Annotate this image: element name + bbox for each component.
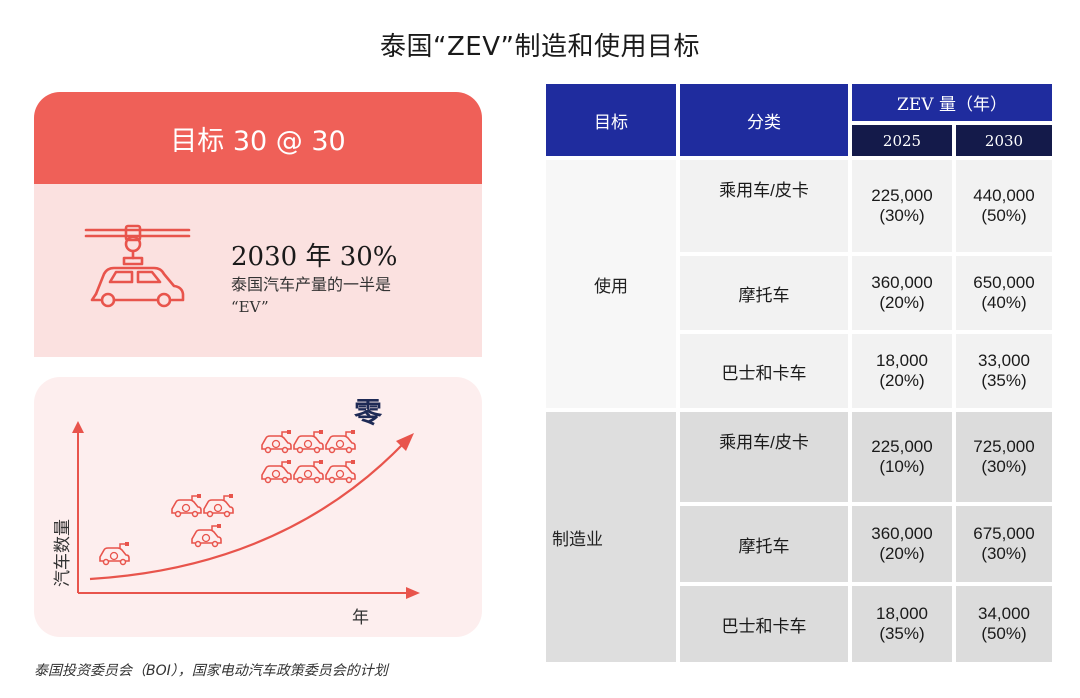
value-cell-2030: 440,000 (50%): [956, 160, 1052, 252]
header-zev-volume: ZEV 量（年）: [852, 84, 1052, 122]
percent-text: (35%): [879, 624, 925, 643]
value-text: 650,000: [973, 273, 1035, 292]
value-cell-2025: 225,000 (30%): [852, 160, 952, 252]
goal-sub-line2: “EV”: [231, 298, 269, 316]
x-axis-label: 年: [352, 608, 369, 628]
value-text: 675,000: [973, 524, 1035, 543]
goal-card: 目标 30 @ 30 2030 年 30% 泰国汽车产量的一半是 “E: [34, 92, 482, 357]
robot-arm-car-icon: [84, 224, 191, 308]
percent-text: (30%): [879, 206, 925, 225]
value-text: 440,000: [973, 186, 1035, 205]
value-text: 18,000: [876, 604, 928, 623]
percent-text: (20%): [879, 293, 925, 312]
percent-text: (35%): [981, 371, 1027, 390]
category-cell: 乘用车/皮卡: [680, 160, 848, 252]
table-row: 摩托车 360,000 (20%) 650,000 (40%): [546, 256, 1052, 330]
goal-sub-line1: 泰国汽车产量的一半是: [231, 275, 392, 294]
value-text: 225,000: [871, 186, 933, 205]
percent-text: (10%): [879, 457, 925, 476]
category-cell: 乘用车/皮卡: [680, 412, 848, 502]
value-cell-2025: 225,000 (10%): [852, 412, 952, 502]
percent-text: (50%): [981, 206, 1027, 225]
value-text: 33,000: [978, 351, 1030, 370]
table-row: 摩托车 360,000 (20%) 675,000 (30%): [546, 506, 1052, 582]
value-text: 360,000: [871, 524, 933, 543]
header-year-2030: 2030: [956, 125, 1052, 156]
goal-sub-text: 泰国汽车产量的一半是 “EV”: [231, 274, 391, 318]
percent-text: (30%): [981, 457, 1027, 476]
value-text: 34,000: [978, 604, 1030, 623]
value-cell-2025: 18,000 (35%): [852, 586, 952, 662]
group-label-use: 使用: [546, 160, 676, 408]
value-cell-2030: 675,000 (30%): [956, 506, 1052, 582]
header-target: 目标: [546, 84, 676, 156]
page-title: 泰国“ZEV”制造和使用目标: [380, 32, 700, 62]
table-row: 制造业 乘用车/皮卡 225,000 (10%) 725,000 (30%): [546, 412, 1052, 662]
value-text: 225,000: [871, 437, 933, 456]
percent-text: (20%): [879, 544, 925, 563]
y-axis-label: 汽车数量: [53, 519, 73, 587]
value-text: 360,000: [871, 273, 933, 292]
value-cell-2030: 725,000 (30%): [956, 412, 1052, 502]
growth-arrow-icon: [72, 421, 420, 599]
group-label-manufacturing: 制造业: [546, 412, 676, 662]
value-cell-2030: 33,000 (35%): [956, 334, 1052, 408]
table-row: 巴士和卡车 18,000 (35%) 34,000 (50%): [546, 586, 1052, 662]
category-cell: 摩托车: [680, 256, 848, 330]
header-category: 分类: [680, 84, 848, 156]
value-text: 725,000: [973, 437, 1035, 456]
category-cell: 摩托车: [680, 506, 848, 582]
goal-header: 目标 30 @ 30: [34, 92, 482, 184]
value-cell-2030: 34,000 (50%): [956, 586, 1052, 662]
category-cell: 巴士和卡车: [680, 334, 848, 408]
goal-big-text: 2030 年 30%: [231, 242, 398, 272]
table-row: 巴士和卡车 18,000 (20%) 33,000 (35%): [546, 334, 1052, 408]
percent-text: (20%): [879, 371, 925, 390]
value-cell-2025: 360,000 (20%): [852, 506, 952, 582]
zev-target-table: 目标 分类 ZEV 量（年） 2025 2030 使用 乘用车/皮卡 225,0…: [542, 80, 1056, 666]
source-footnote: 泰国投资委员会（BOI），国家电动汽车政策委员会的计划: [34, 663, 388, 679]
percent-text: (30%): [981, 544, 1027, 563]
value-text: 18,000: [876, 351, 928, 370]
percent-text: (40%): [981, 293, 1027, 312]
category-cell: 巴士和卡车: [680, 586, 848, 662]
header-year-2025: 2025: [852, 125, 952, 156]
goal-body: 2030 年 30% 泰国汽车产量的一半是 “EV”: [34, 184, 482, 357]
value-cell-2025: 18,000 (20%): [852, 334, 952, 408]
table-row: 使用 乘用车/皮卡 225,000 (30%) 440,000 (50%): [546, 160, 1052, 408]
zero-label: 零: [354, 396, 383, 429]
value-cell-2030: 650,000 (40%): [956, 256, 1052, 330]
percent-text: (50%): [981, 624, 1027, 643]
growth-curve-card: 零 汽车数量 年: [34, 377, 482, 637]
value-cell-2025: 360,000 (20%): [852, 256, 952, 330]
